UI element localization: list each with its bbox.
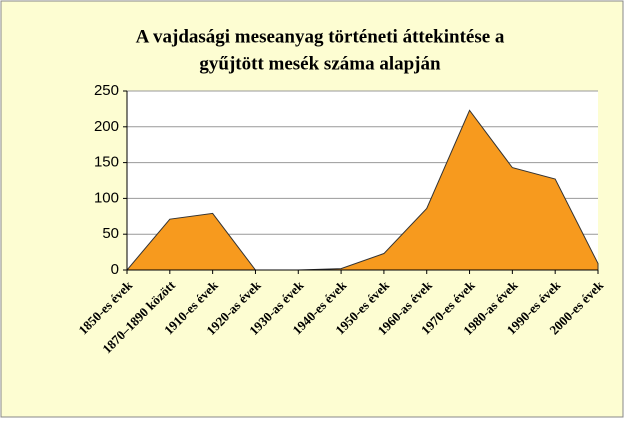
area [125,109,599,271]
y-tick-label: 200 [94,118,119,135]
y-tick-label: 0 [111,261,119,278]
y-tick-label: 250 [94,82,119,99]
y-tick-label: 150 [94,154,119,171]
y-tick-label: 100 [94,189,119,206]
chart-title-line: gyűjtött mesék száma alapján [199,53,441,74]
y-tick-label: 50 [102,225,119,242]
chart-title-line: A vajdasági meseanyag történeti áttekint… [136,26,505,47]
